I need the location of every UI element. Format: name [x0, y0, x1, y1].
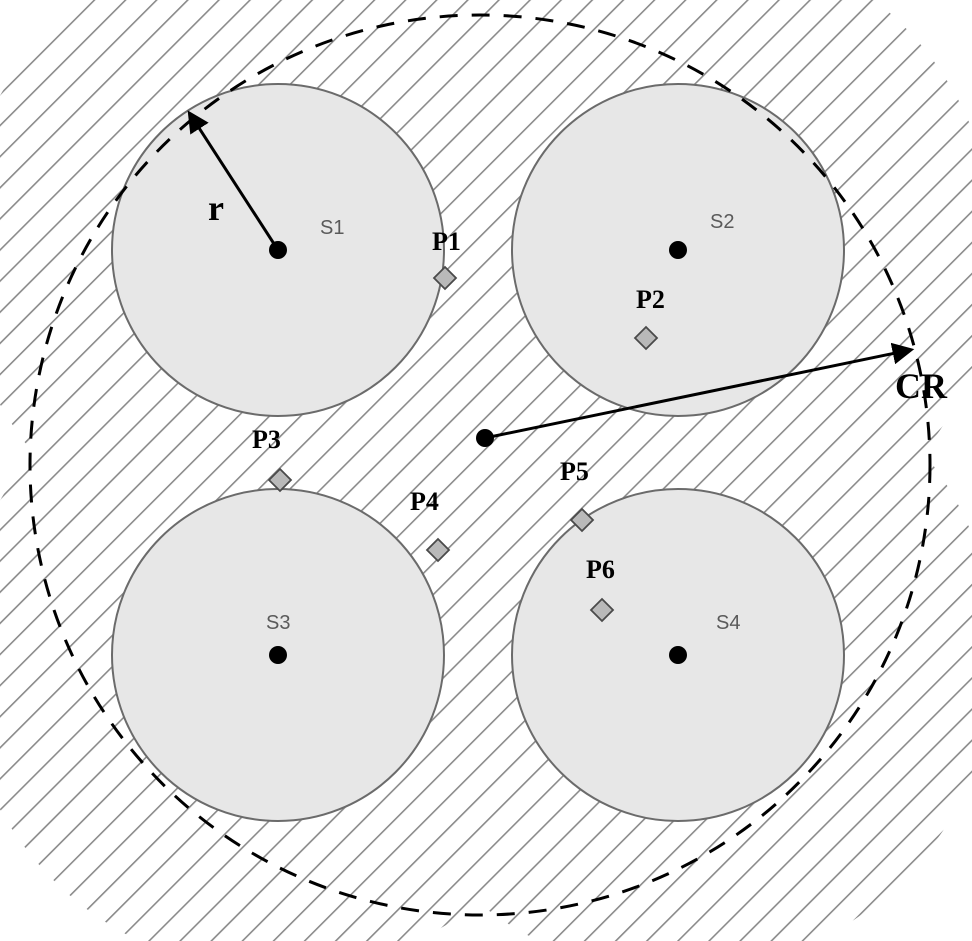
node-label-s4: S4 — [716, 612, 740, 634]
node-dot-s4 — [669, 646, 687, 664]
node-label-s2: S2 — [710, 211, 734, 233]
p-label-p3: P3 — [252, 425, 281, 454]
node-label-s1: S1 — [320, 217, 344, 239]
node-dot-s2 — [669, 241, 687, 259]
p-label-p5: P5 — [560, 457, 589, 486]
node-dot-s3 — [269, 646, 287, 664]
hatched-interference-region — [0, 0, 972, 941]
sensing-circle-s4: S4 — [512, 489, 844, 821]
sensing-circle-s2: S2 — [512, 84, 844, 416]
node-label-s3: S3 — [266, 612, 290, 634]
p-label-p4: P4 — [410, 487, 439, 516]
p-label-p2: P2 — [636, 285, 665, 314]
p-label-p6: P6 — [586, 555, 615, 584]
sensing-circle-s3: S3 — [112, 489, 444, 821]
p-label-p1: P1 — [432, 227, 461, 256]
label-cr: CR — [895, 366, 948, 406]
label-r: r — [208, 188, 224, 228]
